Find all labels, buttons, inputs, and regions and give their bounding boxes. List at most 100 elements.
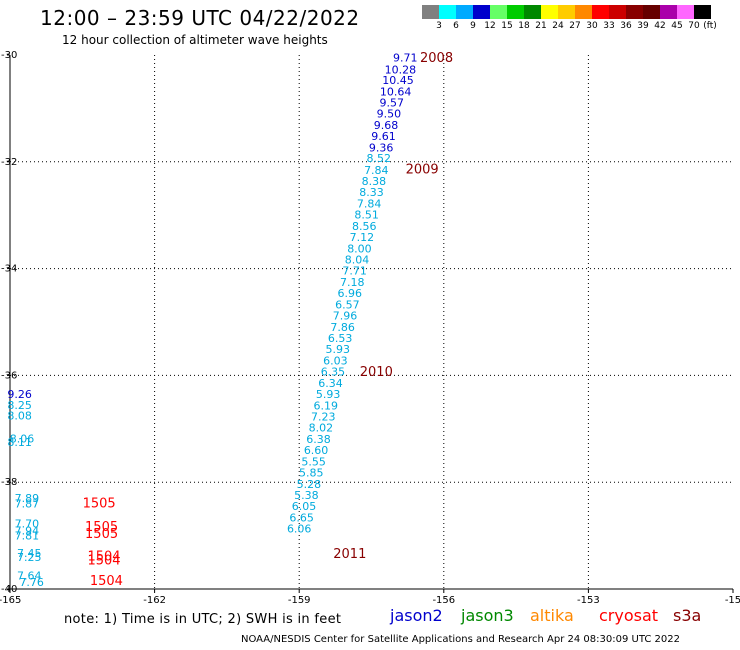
wave-height-point: 7.71 [342,265,367,278]
wave-height-point: 8.06 [10,432,35,445]
wave-height-point: 7.64 [17,570,42,583]
color-scale-label: 18 [518,21,530,31]
wave-height-point: 9.61 [371,130,396,143]
y-tick-label: -40 [1,584,17,595]
color-scale-swatch [439,5,456,19]
wave-height-point: 7.84 [357,197,382,210]
satellite-cryosat: cryosat [599,606,659,625]
color-scale-swatch [507,5,524,19]
wave-height-point: 5.93 [316,388,341,401]
color-scale-swatch [422,5,439,19]
wave-height-point: 7.18 [340,276,365,289]
wave-height-point: 6.34 [318,377,343,390]
wave-height-point: 7.45 [17,547,42,560]
wave-height-point: 9.57 [379,97,404,110]
wave-height-point: 8.56 [352,220,377,233]
satellite-s3a: s3a [673,606,702,625]
wave-height-point: 7.86 [330,321,355,334]
time-label: 2009 [406,163,439,178]
wave-height-point: 5.93 [326,343,351,356]
wave-height-point: 7.25 [17,551,42,564]
wave-height-point: 6.60 [304,444,329,457]
y-tick-label: -30 [1,50,17,61]
color-scale-label: 36 [620,21,632,31]
wave-height-point: 5.85 [299,467,324,480]
x-tick-label: -153 [577,595,600,606]
time-label: 1505 [83,496,116,511]
color-scale-swatch [456,5,473,19]
time-label: 1504 [87,549,120,564]
color-scale-label: 6 [453,21,459,31]
wave-height-point: 7.84 [364,164,389,177]
x-tick-label: -15 [725,595,740,606]
time-label: 1504 [90,574,123,589]
wave-height-point: 6.05 [292,500,317,513]
y-tick-label: -36 [1,370,17,381]
color-scale-label: 3 [436,21,442,31]
color-scale-unit: (ft) [703,21,717,31]
color-scale-swatch [575,5,592,19]
wave-height-point: 9.68 [374,119,399,132]
satellite-jason2: jason2 [390,606,443,625]
wave-height-point: 8.02 [309,422,334,435]
color-scale-swatch [490,5,507,19]
color-scale-label: 9 [470,21,476,31]
color-scale-label: 33 [603,21,615,31]
wave-height-point: 6.53 [328,332,353,345]
x-tick-label: -156 [432,595,455,606]
time-label: 2011 [333,547,366,562]
wave-height-point: 10.28 [385,63,417,76]
x-tick-label: -165 [0,595,21,606]
color-scale-label: 15 [501,21,513,31]
wave-height-point: 6.35 [321,366,346,379]
wave-height-point: 6.03 [323,354,348,367]
color-scale-label: 21 [535,21,547,31]
color-scale-swatch [609,5,626,19]
color-scale-swatch [677,5,694,19]
wave-height-point: 6.57 [335,298,360,311]
time-label: 2008 [420,51,453,66]
time-label: 2010 [360,365,393,380]
wave-height-point: 9.36 [369,141,394,154]
color-scale-swatch [592,5,609,19]
color-scale-swatch [643,5,660,19]
time-label: 1505 [85,520,118,535]
wave-height-point: 5.28 [297,478,322,491]
color-scale-label: 70 [688,21,700,31]
color-scale-label: 12 [484,21,496,31]
wave-height-point: 8.11 [7,436,32,449]
wave-height-point: 6.06 [287,523,312,536]
wave-height-point: 5.55 [301,455,326,468]
color-scale-bar [422,5,711,19]
page-title: 12:00 – 23:59 UTC 04/22/2022 [40,6,360,30]
time-label: 1505 [85,527,118,542]
wave-height-point: 7.94 [15,524,40,537]
x-tick-label: -162 [143,595,166,606]
color-scale-swatch [660,5,677,19]
wave-height-point: 7.12 [350,231,375,244]
color-scale-label: 39 [637,21,649,31]
color-scale-swatch [541,5,558,19]
footer-credit: NOAA/NESDIS Center for Satellite Applica… [241,634,680,645]
wave-height-point: 8.00 [347,242,372,255]
wave-height-point: 10.64 [380,85,412,98]
wave-height-point: 9.26 [7,388,32,401]
y-tick-label: -38 [1,477,17,488]
y-tick-label: -34 [1,264,17,275]
wave-height-point: 6.38 [306,433,331,446]
wave-height-point: 7.23 [311,411,336,424]
time-label: 1504 [87,554,120,569]
color-scale-swatch [694,5,711,19]
satellite-altika: altika [530,606,574,625]
wave-height-point: 8.04 [345,254,370,267]
wave-height-point: 9.50 [377,108,402,121]
wave-height-point: 10.45 [382,74,414,87]
wave-height-point: 6.96 [338,287,363,300]
wave-height-point: 7.96 [333,310,358,323]
page-subtitle: 12 hour collection of altimeter wave hei… [62,33,328,47]
color-scale-label: 24 [552,21,564,31]
wave-height-point: 7.70 [15,517,40,530]
satellite-jason3: jason3 [461,606,514,625]
wave-height-point: 5.38 [294,489,319,502]
